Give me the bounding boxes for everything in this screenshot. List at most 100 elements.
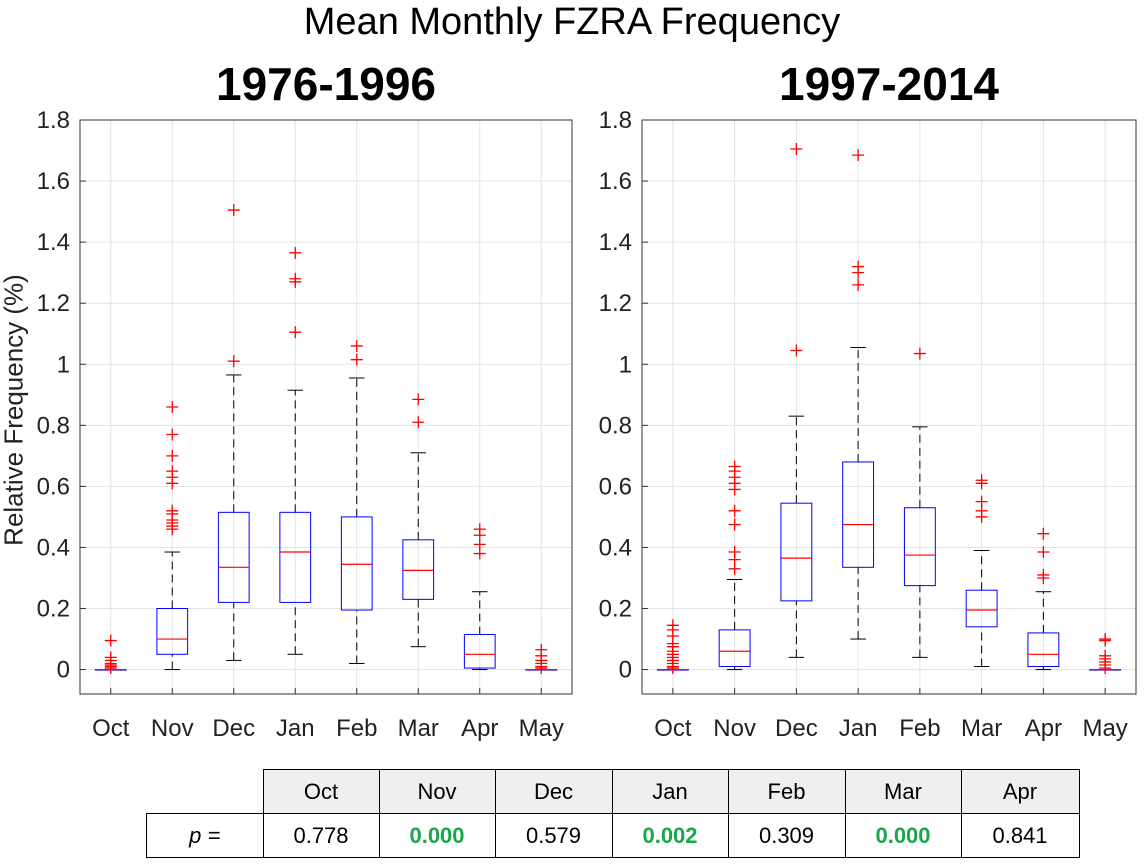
panel-2-axes-frame — [641, 119, 1137, 695]
panel-1-x-tick-label: Feb — [336, 715, 377, 742]
p-value-feb: 0.309 — [727, 813, 846, 858]
panel-1-x-tick-label: Oct — [92, 715, 130, 742]
panel-2-y-tick-label: 0 — [619, 657, 632, 684]
panel-1-outlier-marker — [227, 204, 240, 217]
panel-2-x-tick-label: Jan — [839, 715, 878, 742]
panel-1-y-tick-label: 0.2 — [37, 596, 70, 623]
panel-2-outlier-marker — [728, 504, 741, 517]
panel-2-outlier-marker — [728, 460, 741, 473]
panel-2-outlier-marker — [1099, 649, 1112, 662]
panel-1-outlier-marker — [289, 272, 302, 285]
panel-1-x-tick-label: Nov — [151, 715, 194, 742]
panel-1-x-tick-label: May — [519, 715, 564, 742]
table-header-nov: Nov — [378, 769, 496, 814]
panel-1-axes-frame — [79, 119, 573, 695]
panel-2-box — [1027, 632, 1060, 668]
panel-2-y-tick-label: 1 — [619, 351, 632, 378]
panel-1-outlier-marker — [227, 355, 240, 368]
panel-2-y-tick-label: 1.2 — [599, 290, 632, 317]
table-header-apr: Apr — [960, 769, 1080, 814]
table-header-jan: Jan — [611, 769, 729, 814]
panel-1-title: 1976-1996 — [216, 58, 436, 110]
panel-2-outlier-marker — [728, 546, 741, 559]
panel-2-outlier-marker — [852, 149, 865, 162]
figure-title: Mean Monthly FZRA Frequency — [303, 1, 841, 43]
panel-2-x-tick-label: Apr — [1025, 715, 1062, 742]
panel-2-box — [718, 629, 751, 668]
panel-1-x-tick-label: Mar — [398, 715, 439, 742]
table-header-feb: Feb — [727, 769, 846, 814]
p-value-table-header-row: Oct Nov Dec Jan Feb Mar Apr — [146, 769, 1080, 814]
p-value-table: Oct Nov Dec Jan Feb Mar Apr p = 0.778 0.… — [146, 769, 1080, 858]
panel-2-outlier-marker — [790, 344, 803, 357]
panel-1-outlier-marker — [473, 523, 486, 536]
panel-1-box — [340, 516, 373, 611]
panel-1-y-tick-label: 0 — [57, 657, 70, 684]
panel-1-y-tick-label: 1.4 — [37, 229, 70, 256]
panel-2-x-tick-label: Mar — [961, 715, 1002, 742]
panel-1-outlier-marker — [350, 353, 363, 366]
panel-2-y-tick-label: 0.4 — [599, 534, 632, 561]
table-corner-cell — [146, 769, 264, 814]
panel-2-outlier-marker — [790, 143, 803, 156]
p-value-mar: 0.000 — [844, 813, 962, 858]
panel-1-box — [217, 511, 250, 603]
panel-2-outlier-marker — [728, 518, 741, 531]
panel-2-outlier-marker — [913, 347, 926, 360]
panel-1-x-tick-label: Apr — [461, 715, 498, 742]
panel-2-outlier-marker — [1037, 546, 1050, 559]
panel-1-y-tick-label: 0.6 — [37, 473, 70, 500]
p-value-oct: 0.778 — [262, 813, 380, 858]
panel-2-outlier-marker — [1099, 633, 1112, 646]
panel-1-box — [463, 633, 496, 669]
panel-1-outlier-marker — [289, 246, 302, 259]
panel-1-outlier-marker — [535, 643, 548, 656]
p-value-row-label: p = — [146, 813, 264, 858]
panel-2-outlier-marker — [1037, 568, 1050, 581]
panel-1-box — [279, 511, 312, 603]
panel-1-outlier-marker — [289, 326, 302, 339]
panel-1-y-tick-label: 1.6 — [37, 168, 70, 195]
panel-2-outlier-marker — [852, 278, 865, 291]
p-value-nov: 0.000 — [378, 813, 496, 858]
panel-1-outlier-marker — [104, 651, 117, 664]
panel-1-y-tick-label: 0.8 — [37, 412, 70, 439]
panel-2-x-tick-label: Dec — [775, 715, 818, 742]
panel-1-outlier-marker — [412, 393, 425, 406]
panel-2-outlier-marker — [1037, 527, 1050, 540]
panel-2-outlier-marker — [975, 474, 988, 487]
panel-2-y-tick-label: 0.2 — [599, 596, 632, 623]
panel-2-y-tick-label: 1.4 — [599, 229, 632, 256]
chart-canvas: 0 0.2 0.4 0.6 0.8 1 1.2 1.4 1.6 1.8 Oct Nov Dec Jan Fe… — [37, 107, 1137, 742]
panel-2-title: 1997-2014 — [779, 58, 999, 110]
panel-2-y-tick-label: 0.6 — [599, 473, 632, 500]
panel-2-x-tick-label: May — [1082, 715, 1127, 742]
panel-1-box — [156, 608, 189, 655]
panel-1-outlier-marker — [104, 634, 117, 647]
panel-2-y-tick-label: 0.8 — [599, 412, 632, 439]
panel-2-y-tick-label: 1.8 — [599, 107, 632, 134]
panel-2-box — [903, 507, 936, 587]
panel-1-outlier-marker — [166, 428, 179, 441]
panel-2-box — [965, 589, 998, 628]
panel-1-y-tick-label: 1.2 — [37, 290, 70, 317]
panel-1-outlier-marker — [166, 449, 179, 462]
panel-1-outlier-marker — [166, 504, 179, 517]
p-value-dec: 0.579 — [494, 813, 613, 858]
panel-2-x-tick-label: Oct — [654, 715, 692, 742]
panel-2-outlier-marker — [852, 260, 865, 273]
panel-1-x-tick-label: Jan — [276, 715, 315, 742]
panel-1-outlier-marker — [166, 401, 179, 413]
panel-2-outlier-marker — [975, 495, 988, 508]
p-value-apr: 0.841 — [960, 813, 1080, 858]
panel-1-outlier-marker — [412, 416, 425, 429]
panel-1-box — [402, 539, 435, 600]
table-header-mar: Mar — [844, 769, 962, 814]
panel-1-plot-area — [80, 120, 572, 694]
panel-2-box — [780, 502, 813, 602]
table-header-oct: Oct — [262, 769, 380, 814]
panel-2-y-tick-label: 1.6 — [599, 168, 632, 195]
panel-2-x-tick-label: Nov — [713, 715, 756, 742]
panel-1-y-tick-label: 0.4 — [37, 534, 70, 561]
panel-1-outlier-marker — [166, 465, 179, 478]
